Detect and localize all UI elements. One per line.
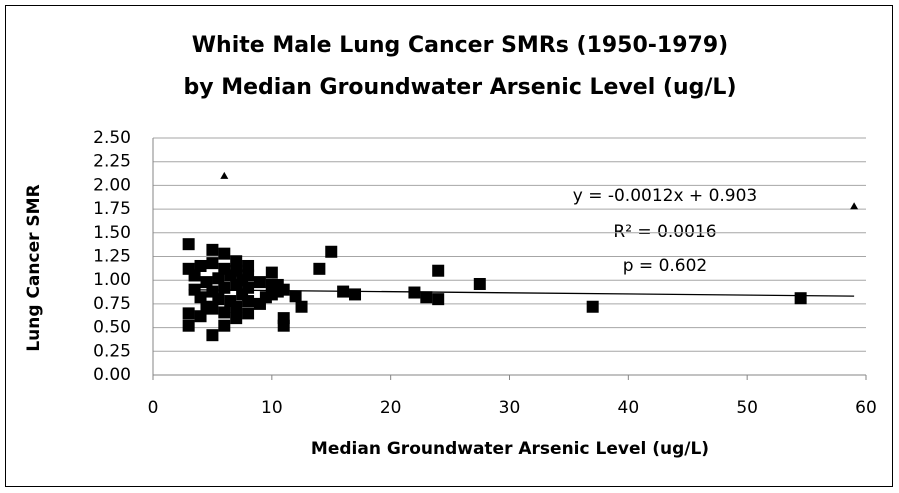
- x-tick-label: 10: [261, 398, 283, 418]
- chart-title: by Median Groundwater Arsenic Level (ug/…: [184, 75, 737, 100]
- y-tick-label: 1.50: [93, 223, 131, 243]
- y-tick-label: 1.25: [93, 247, 131, 267]
- data-point: [253, 276, 266, 289]
- p-value: p = 0.602: [623, 256, 708, 276]
- data-point: [230, 255, 243, 268]
- data-point: [432, 264, 445, 277]
- data-point: [230, 312, 243, 325]
- data-point: [218, 306, 231, 319]
- y-tick-label: 0.25: [93, 341, 131, 361]
- data-point: [230, 300, 243, 313]
- data-point: [432, 293, 445, 306]
- y-tick-label: 2.00: [93, 175, 131, 195]
- x-tick-label: 0: [148, 398, 159, 418]
- data-point: [218, 319, 231, 332]
- y-tick-label: 1.00: [93, 270, 131, 290]
- y-tick-label: 0.00: [93, 365, 131, 385]
- data-point: [420, 291, 433, 304]
- data-point: [206, 302, 219, 315]
- x-tick-label: 40: [618, 398, 640, 418]
- data-point: [212, 272, 225, 285]
- data-point: [408, 286, 421, 299]
- y-tick-label: 0.50: [93, 318, 131, 338]
- data-point: [349, 288, 362, 301]
- x-axis-title: Median Groundwater Arsenic Level (ug/L): [311, 439, 709, 459]
- y-tick-label: 2.25: [93, 152, 131, 172]
- data-point: [850, 202, 859, 210]
- data-point: [200, 276, 213, 289]
- data-point: [182, 238, 195, 251]
- x-tick-label: 60: [855, 398, 877, 418]
- data-point: [794, 292, 807, 305]
- data-point: [206, 257, 219, 270]
- data-point: [182, 307, 195, 320]
- data-point: [194, 310, 207, 323]
- data-point: [188, 269, 201, 282]
- data-point: [230, 264, 243, 277]
- data-point: [206, 243, 219, 256]
- x-tick-label: 50: [736, 398, 758, 418]
- data-point: [242, 281, 255, 294]
- data-point: [289, 290, 302, 303]
- data-point: [265, 266, 278, 279]
- y-axis-title: Lung Cancer SMR: [24, 184, 44, 351]
- data-point: [242, 269, 255, 282]
- y-tick-label: 2.50: [93, 128, 131, 148]
- data-point: [218, 281, 231, 294]
- data-point: [337, 285, 350, 298]
- data-point: [295, 300, 308, 313]
- data-point: [325, 245, 338, 258]
- trend-equation: y = -0.0012x + 0.903: [573, 186, 758, 206]
- data-point: [194, 291, 207, 304]
- data-point: [194, 259, 207, 272]
- chart-title: White Male Lung Cancer SMRs (1950-1979): [192, 33, 728, 58]
- data-point: [212, 293, 225, 306]
- data-point: [473, 277, 486, 290]
- y-tick-label: 1.75: [93, 199, 131, 219]
- data-point: [242, 259, 255, 272]
- x-tick-label: 20: [380, 398, 402, 418]
- data-point: [182, 319, 195, 332]
- data-point: [218, 247, 231, 260]
- y-tick-label: 0.75: [93, 294, 131, 314]
- data-point: [206, 329, 219, 342]
- data-point: [259, 291, 272, 304]
- r-squared: R² = 0.0016: [613, 222, 716, 242]
- data-point: [220, 171, 229, 179]
- data-point: [242, 295, 255, 308]
- data-point: [313, 262, 326, 275]
- data-point: [242, 307, 255, 320]
- data-point: [277, 319, 290, 332]
- data-point: [277, 283, 290, 296]
- data-point: [586, 300, 599, 313]
- x-tick-label: 30: [499, 398, 521, 418]
